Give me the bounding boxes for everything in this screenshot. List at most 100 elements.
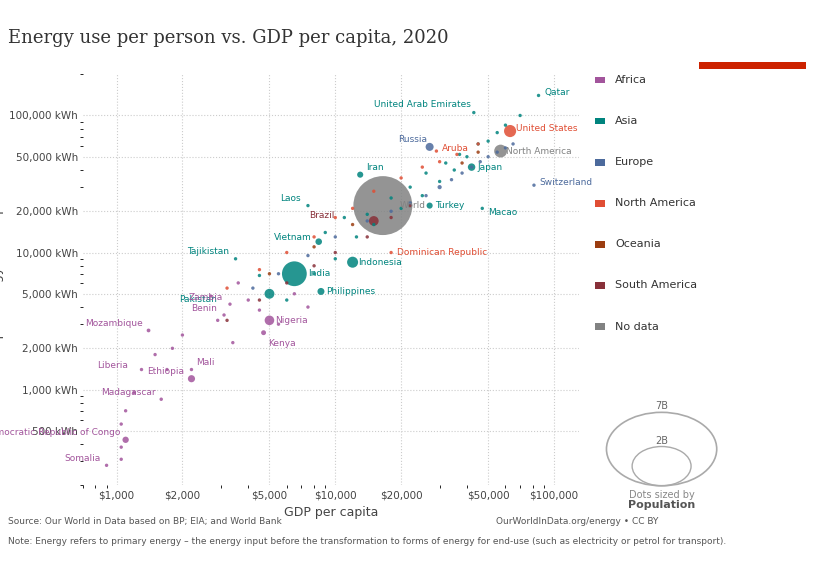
Text: Note: Energy refers to primary energy – the energy input before the transformati: Note: Energy refers to primary energy – … bbox=[8, 537, 727, 546]
Text: World: World bbox=[399, 201, 426, 210]
Point bbox=[241, 295, 255, 304]
Point bbox=[416, 163, 429, 172]
Point bbox=[160, 365, 174, 374]
Point bbox=[465, 163, 478, 172]
Point bbox=[433, 157, 447, 166]
Text: Dominican Republic: Dominican Republic bbox=[397, 248, 487, 257]
Point bbox=[385, 194, 398, 203]
Text: Pakistan: Pakistan bbox=[179, 295, 217, 304]
Text: No data: No data bbox=[615, 321, 659, 332]
Text: 2B: 2B bbox=[655, 436, 668, 446]
Point bbox=[447, 166, 461, 175]
Point bbox=[350, 232, 363, 242]
Text: Philippines: Philippines bbox=[327, 287, 375, 296]
Point bbox=[367, 220, 380, 229]
Text: Europe: Europe bbox=[615, 157, 654, 167]
Point bbox=[328, 254, 342, 263]
Point bbox=[263, 269, 276, 278]
Text: Indonesia: Indonesia bbox=[358, 258, 402, 267]
Text: Aruba: Aruba bbox=[442, 144, 469, 153]
Text: Russia: Russia bbox=[398, 135, 427, 144]
Point bbox=[218, 311, 231, 320]
Point bbox=[246, 284, 260, 293]
Point bbox=[257, 328, 270, 337]
Point bbox=[232, 278, 245, 287]
Point bbox=[394, 204, 408, 213]
Point bbox=[439, 158, 452, 167]
Point bbox=[528, 180, 541, 190]
Text: Switzerland: Switzerland bbox=[539, 178, 593, 187]
Point bbox=[318, 228, 332, 237]
Text: Africa: Africa bbox=[615, 75, 648, 85]
Text: South America: South America bbox=[615, 280, 697, 291]
Point bbox=[328, 232, 342, 242]
Point bbox=[367, 216, 380, 226]
Text: OurWorldInData.org/energy • CC BY: OurWorldInData.org/energy • CC BY bbox=[496, 517, 658, 526]
Point bbox=[499, 143, 512, 152]
Point bbox=[142, 326, 155, 335]
Text: North America: North America bbox=[506, 147, 571, 155]
Text: Ethiopia: Ethiopia bbox=[147, 367, 184, 376]
Point bbox=[272, 269, 285, 278]
Point bbox=[430, 147, 443, 156]
Point bbox=[481, 136, 495, 146]
Point bbox=[263, 289, 276, 298]
Point bbox=[465, 163, 478, 172]
Text: India: India bbox=[308, 270, 331, 278]
Point bbox=[476, 204, 489, 213]
Text: Iran: Iran bbox=[366, 163, 384, 172]
Point bbox=[481, 152, 495, 161]
Point bbox=[253, 295, 266, 304]
Point bbox=[456, 158, 469, 167]
Point bbox=[419, 168, 433, 178]
Point bbox=[385, 248, 398, 257]
Text: Liberia: Liberia bbox=[98, 361, 128, 370]
Point bbox=[211, 316, 224, 325]
Point bbox=[361, 216, 374, 226]
Point bbox=[471, 139, 485, 148]
Point bbox=[119, 406, 132, 415]
Point bbox=[433, 183, 447, 192]
Point bbox=[280, 295, 294, 304]
Point bbox=[221, 284, 234, 293]
Text: Brazil: Brazil bbox=[309, 211, 335, 220]
Point bbox=[346, 258, 359, 267]
Point bbox=[433, 177, 447, 186]
Point bbox=[312, 237, 325, 246]
Point bbox=[155, 395, 168, 404]
Text: Benin: Benin bbox=[191, 304, 218, 312]
Point bbox=[176, 331, 189, 340]
Point bbox=[272, 320, 285, 329]
Point bbox=[404, 198, 417, 207]
Text: United Arab Emirates: United Arab Emirates bbox=[374, 100, 471, 108]
Point bbox=[494, 147, 507, 156]
Point bbox=[451, 150, 464, 159]
Point bbox=[135, 365, 148, 374]
Point bbox=[280, 248, 294, 257]
Point bbox=[115, 455, 128, 464]
Point bbox=[115, 443, 128, 452]
Text: Our World: Our World bbox=[724, 31, 781, 41]
Bar bbox=[699, 62, 806, 69]
Text: Population: Population bbox=[628, 500, 696, 510]
Point bbox=[119, 435, 132, 444]
Text: Dots sized by: Dots sized by bbox=[629, 490, 695, 500]
Text: Nigeria: Nigeria bbox=[275, 316, 308, 325]
Point bbox=[288, 289, 301, 298]
Text: Laos: Laos bbox=[280, 194, 301, 203]
Text: Mali: Mali bbox=[196, 358, 214, 367]
Point bbox=[404, 183, 417, 192]
Point bbox=[223, 300, 237, 309]
Point bbox=[328, 248, 342, 257]
Point bbox=[361, 210, 374, 219]
Text: Mozambique: Mozambique bbox=[85, 319, 143, 328]
Text: Japan: Japan bbox=[477, 163, 502, 172]
Point bbox=[367, 187, 380, 196]
Point bbox=[337, 213, 351, 222]
Point bbox=[385, 207, 398, 216]
Point bbox=[165, 344, 179, 353]
Text: Vietnam: Vietnam bbox=[274, 233, 312, 242]
Point bbox=[416, 191, 429, 200]
Point bbox=[404, 201, 417, 210]
Point bbox=[376, 201, 390, 210]
